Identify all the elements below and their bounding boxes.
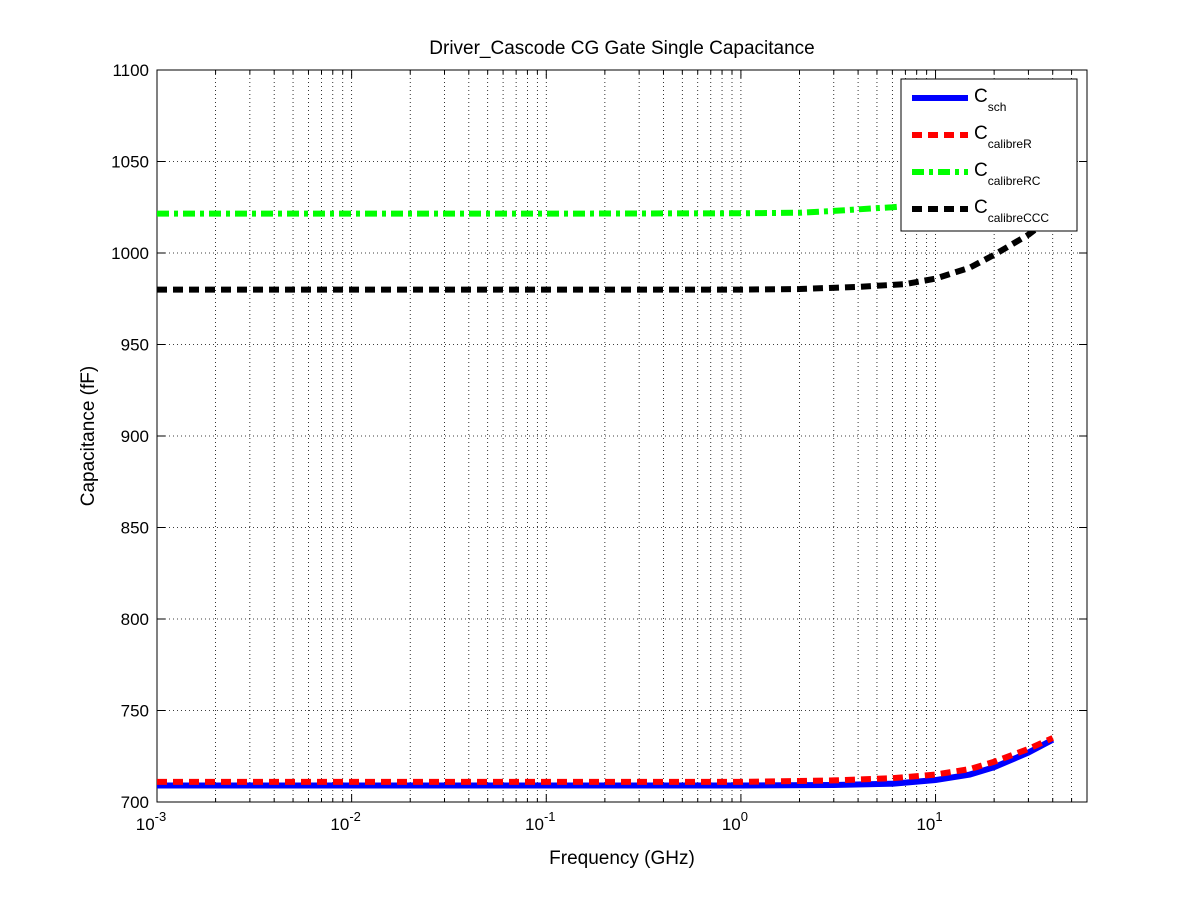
x-tick-label: 10-3: [136, 809, 166, 834]
y-tick-label: 850: [121, 519, 149, 538]
legend-box: [900, 78, 1078, 232]
legend: Csch CcalibreR CcalibreRC CcalibreCCC: [900, 78, 1078, 232]
legend-label-calibreR: CcalibreR: [974, 123, 1032, 151]
y-tick-label: 800: [121, 610, 149, 629]
y-tick-label: 900: [121, 427, 149, 446]
legend-label-calibreRC: CcalibreRC: [974, 160, 1041, 188]
series-line-calibreR: [157, 735, 1054, 785]
y-tick-label: 750: [121, 702, 149, 721]
x-tick-label: 101: [916, 809, 942, 834]
x-tick-label: 10-1: [525, 809, 555, 834]
x-axis-label: Frequency (GHz): [549, 848, 695, 869]
series-line-sch: [157, 737, 1055, 789]
grid: [157, 70, 1087, 802]
legend-label-sch: Csch: [974, 86, 1006, 114]
y-tick-label: 1100: [112, 61, 149, 80]
chart-title: Driver_Cascode CG Gate Single Capacitanc…: [429, 38, 814, 59]
y-tick-label: 700: [121, 793, 149, 812]
y-tick-label: 1050: [111, 153, 149, 172]
x-tick-label: 100: [722, 809, 748, 834]
axis-ticks: 700 750 800 850 900 950 1000 1050 1100 10-3 10-2 10…: [111, 61, 1088, 834]
legend-label-calibreCCC: CcalibreCCC: [974, 197, 1049, 225]
x-tick-label: 10-2: [330, 809, 360, 834]
y-tick-label: 1000: [111, 244, 149, 263]
y-axis-label: Capacitance (fF): [78, 366, 99, 506]
series-line-calibreCCC: [157, 214, 1055, 293]
y-tick-label: 950: [121, 336, 149, 355]
